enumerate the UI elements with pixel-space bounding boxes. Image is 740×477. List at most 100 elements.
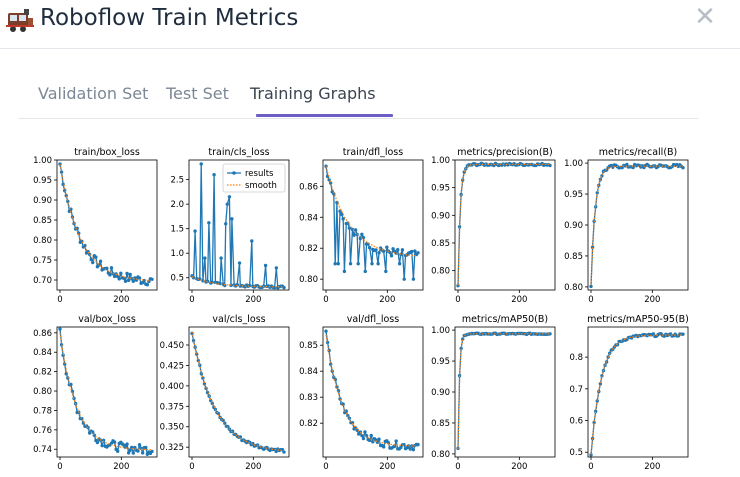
plot-frame bbox=[56, 159, 158, 291]
results-point bbox=[595, 399, 599, 403]
chart-8: metrics/mAP50(B) 0.80 0.85 0.90 0.95 1.00 0 200 bbox=[431, 314, 556, 472]
results-point bbox=[396, 247, 400, 252]
y-tick-label: 0.95 bbox=[564, 190, 583, 200]
x-tick-label: 0 bbox=[588, 295, 593, 305]
results-point bbox=[413, 249, 417, 253]
smooth-line bbox=[325, 166, 419, 257]
results-point bbox=[144, 445, 148, 450]
x-tick-label: 0 bbox=[588, 462, 593, 472]
results-point bbox=[123, 279, 128, 283]
y-tick-label: 1.5 bbox=[170, 225, 184, 235]
x-tick-label: 200 bbox=[113, 462, 129, 472]
chart-title: metrics/mAP50-95(B) bbox=[587, 314, 689, 325]
results-point bbox=[371, 440, 375, 444]
results-point bbox=[394, 251, 398, 255]
results-point bbox=[590, 245, 595, 249]
y-tick-label: 0.85 bbox=[564, 252, 583, 262]
y-tick-label: 0.80 bbox=[299, 275, 318, 285]
results-point bbox=[347, 226, 352, 230]
chart-title: metrics/mAP50(B) bbox=[462, 314, 548, 325]
results-point bbox=[332, 192, 336, 196]
smooth-line bbox=[59, 332, 152, 451]
y-tick-label: 0.80 bbox=[431, 267, 450, 277]
plot-frame bbox=[587, 326, 689, 458]
close-icon[interactable]: ✕ bbox=[694, 2, 716, 32]
results-point bbox=[128, 448, 132, 452]
y-tick-label: 0.70 bbox=[33, 276, 52, 286]
chart-5: val/box_loss 0.74 0.76 0.78 0.80 0.82 0.84 0.86… bbox=[33, 314, 158, 472]
y-tick-label: 0.90 bbox=[564, 221, 583, 231]
y-tick-label: 1.00 bbox=[564, 159, 583, 169]
tab-bar: Validation Set Test Set Training Graphs bbox=[18, 76, 698, 119]
results-point bbox=[385, 245, 389, 249]
chart-4: metrics/recall(B) 0.80 0.85 0.90 0.95 1.00 0 20… bbox=[564, 147, 689, 305]
x-tick-label: 200 bbox=[644, 295, 660, 305]
x-tick-label: 0 bbox=[323, 462, 328, 472]
results-point bbox=[369, 433, 373, 438]
results-point bbox=[410, 249, 414, 254]
plot-frame bbox=[188, 326, 290, 458]
results-point bbox=[589, 453, 593, 457]
y-tick-label: 1.00 bbox=[431, 156, 450, 166]
tab-validation-set[interactable]: Validation Set bbox=[38, 84, 149, 103]
tab-training-graphs[interactable]: Training Graphs bbox=[250, 84, 376, 103]
results-point bbox=[112, 274, 117, 279]
results-point bbox=[595, 191, 599, 195]
results-line bbox=[590, 163, 684, 287]
results-point bbox=[411, 447, 416, 452]
results-point bbox=[376, 261, 380, 266]
results-point bbox=[592, 420, 596, 425]
results-point bbox=[150, 449, 154, 454]
y-tick-label: 0.375 bbox=[160, 402, 184, 412]
tab-test-set[interactable]: Test Set bbox=[166, 84, 229, 103]
results-point bbox=[344, 409, 348, 413]
results-point bbox=[274, 266, 279, 270]
results-point bbox=[119, 271, 123, 276]
results-point bbox=[400, 248, 405, 252]
y-tick-label: 0.325 bbox=[160, 443, 184, 453]
chart-title: train/cls_loss bbox=[208, 147, 269, 158]
results-point bbox=[126, 278, 131, 283]
y-tick-label: 0.90 bbox=[431, 211, 450, 221]
x-tick-label: 200 bbox=[113, 295, 129, 305]
results-point bbox=[339, 212, 344, 216]
results-point bbox=[377, 437, 381, 441]
results-point bbox=[377, 251, 381, 255]
results-point bbox=[411, 277, 416, 281]
results-point bbox=[207, 221, 211, 225]
y-tick-label: 0.95 bbox=[431, 357, 450, 367]
y-tick-label: 0.90 bbox=[33, 196, 52, 206]
chart-2: train/dfl_loss 0.80 0.82 0.84 0.86 0 200 bbox=[299, 147, 424, 305]
x-tick-label: 0 bbox=[455, 295, 460, 305]
results-point bbox=[238, 435, 243, 439]
results-point bbox=[131, 279, 135, 283]
results-point bbox=[98, 259, 103, 264]
results-point bbox=[459, 346, 463, 351]
results-point bbox=[389, 254, 394, 258]
y-tick-label: 0.85 bbox=[431, 239, 450, 249]
results-point bbox=[355, 428, 359, 432]
plot-frame bbox=[322, 326, 424, 458]
x-tick-label: 0 bbox=[323, 295, 328, 305]
y-tick-label: 0.85 bbox=[33, 216, 52, 226]
smooth-line bbox=[59, 163, 153, 282]
results-line bbox=[457, 332, 551, 449]
results-point bbox=[353, 228, 358, 232]
x-tick-label: 0 bbox=[189, 462, 194, 472]
results-point bbox=[203, 256, 207, 260]
active-tab-indicator bbox=[256, 114, 393, 117]
smooth-line bbox=[457, 333, 550, 450]
results-point bbox=[145, 282, 150, 287]
y-tick-label: 0.95 bbox=[431, 184, 450, 194]
legend-box bbox=[222, 163, 286, 193]
results-point bbox=[137, 443, 142, 447]
results-point bbox=[224, 222, 228, 226]
chart-title: val/dfl_loss bbox=[347, 314, 399, 325]
chart-3: metrics/precision(B) 0.80 0.85 0.90 0.95 1.00… bbox=[431, 147, 556, 305]
y-tick-label: 0.84 bbox=[299, 367, 318, 377]
x-tick-label: 0 bbox=[455, 462, 460, 472]
results-point bbox=[117, 277, 121, 281]
y-tick-label: 0.95 bbox=[33, 176, 52, 186]
page-title: Roboflow Train Metrics bbox=[40, 5, 299, 31]
